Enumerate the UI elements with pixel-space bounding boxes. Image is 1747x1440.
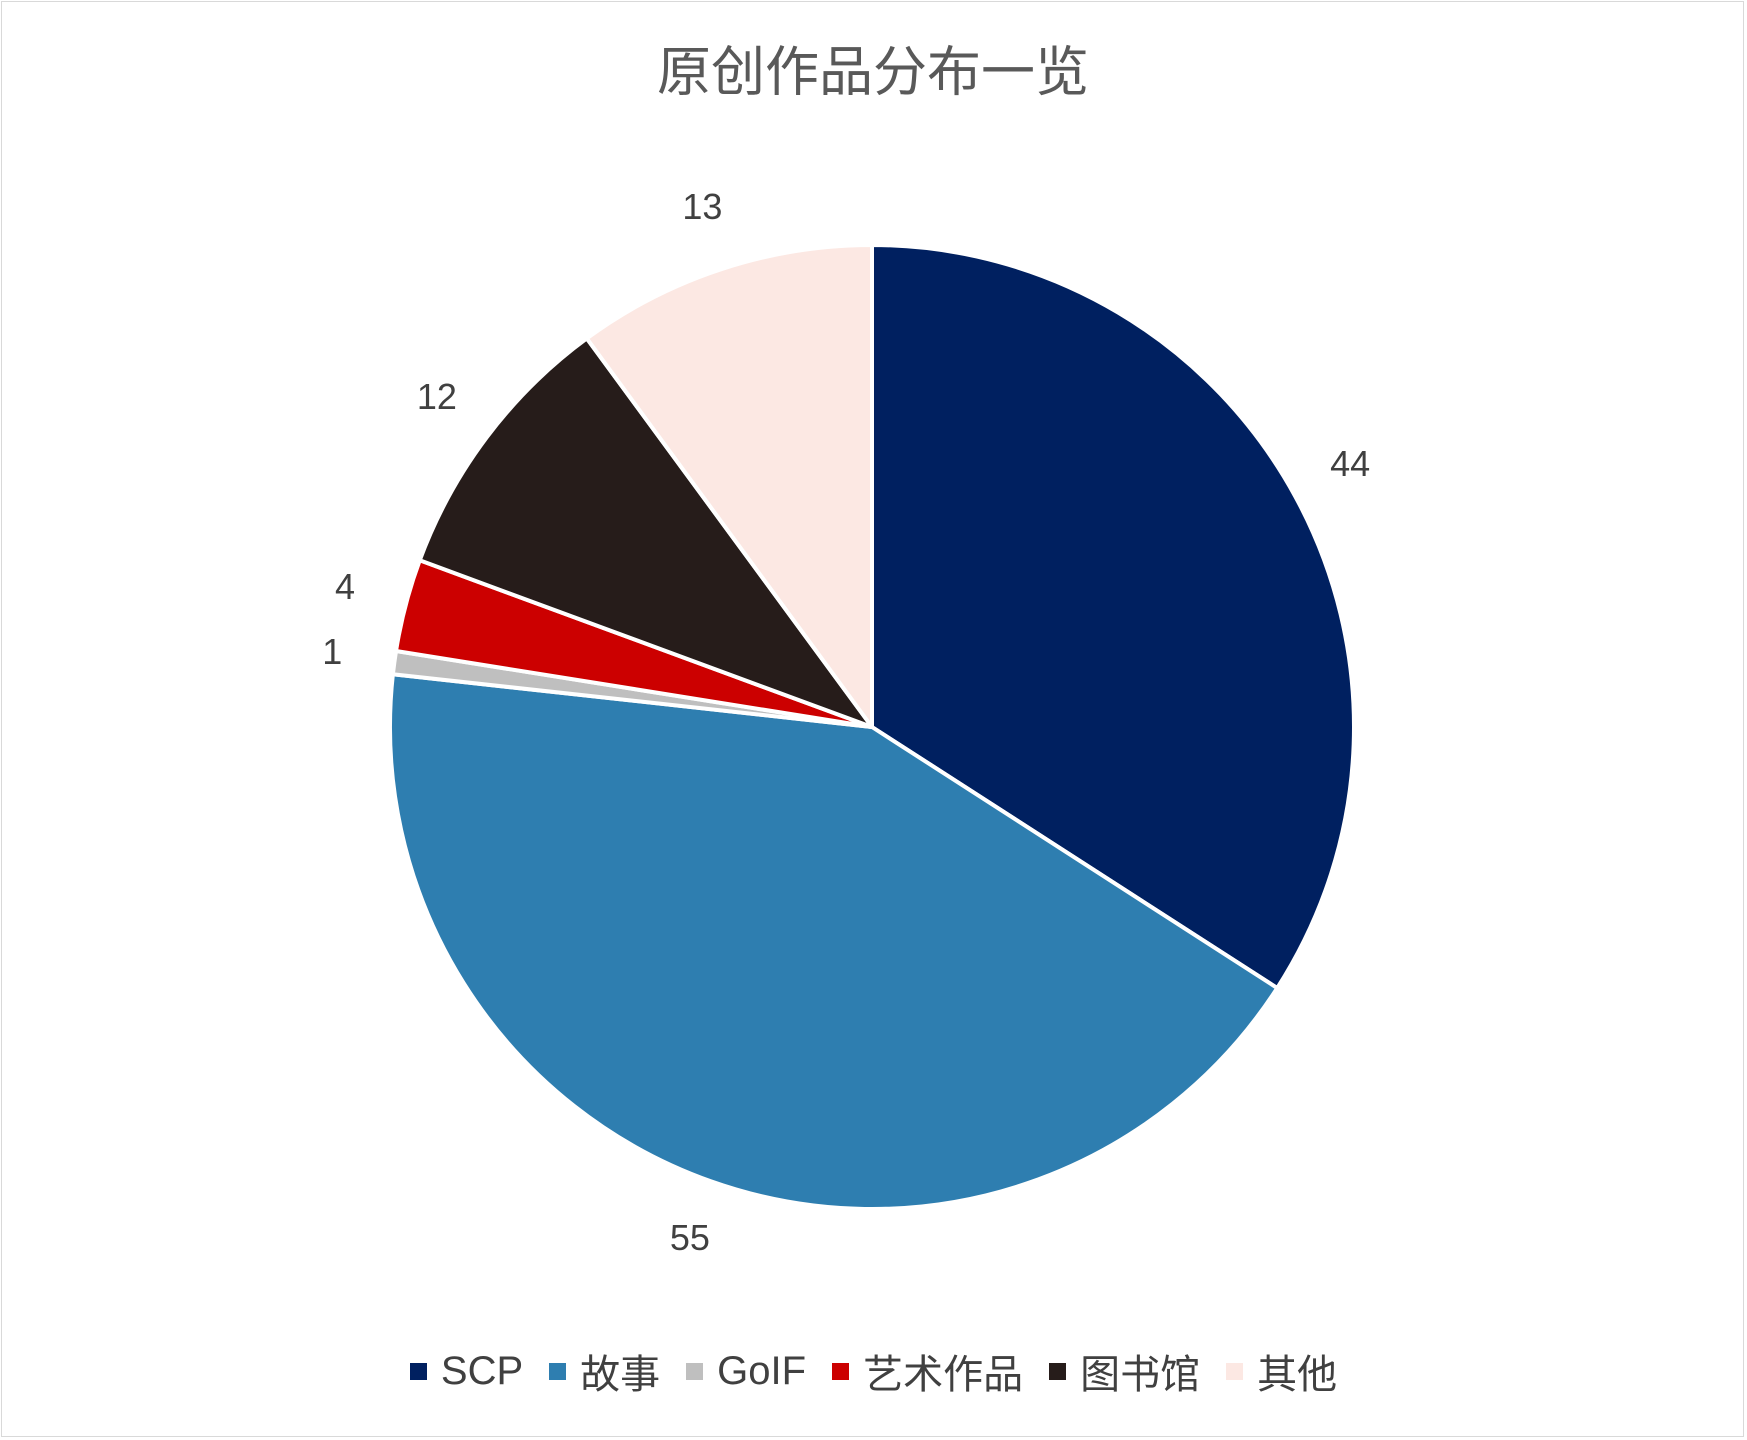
legend: SCP 故事 GoIF 艺术作品 图书馆 其他 [0,1342,1747,1400]
data-label: 1 [322,631,342,672]
legend-label: 艺术作品 [863,1353,1024,1397]
legend-item: GoIF [686,1342,806,1400]
pie-slice [584,243,874,729]
data-label: 13 [682,186,722,227]
legend-swatch [409,1362,427,1380]
legend-swatch [686,1362,704,1380]
legend-item: 其他 [1226,1342,1337,1400]
pie-slice [388,672,1280,1211]
legend-label: 故事 [580,1353,661,1397]
data-label: 12 [417,376,457,417]
legend-item: 艺术作品 [832,1342,1023,1400]
legend-swatch [1049,1362,1067,1380]
legend-item: SCP [409,1342,524,1400]
legend-swatch [549,1362,567,1380]
chart-title: 原创作品分布一览 [657,42,1089,102]
legend-label: 图书馆 [1080,1353,1201,1397]
legend-label: SCP [440,1348,524,1393]
legend-swatch [1226,1362,1244,1380]
legend-item: 故事 [549,1342,660,1400]
data-label: 4 [335,566,355,607]
data-label: 44 [1330,443,1370,484]
legend-swatch [832,1362,850,1380]
legend-label: GoIF [717,1348,807,1393]
data-label: 55 [670,1217,710,1258]
pie-slice [417,336,874,729]
legend-label: 其他 [1257,1353,1338,1397]
legend-item: 图书馆 [1049,1342,1200,1400]
